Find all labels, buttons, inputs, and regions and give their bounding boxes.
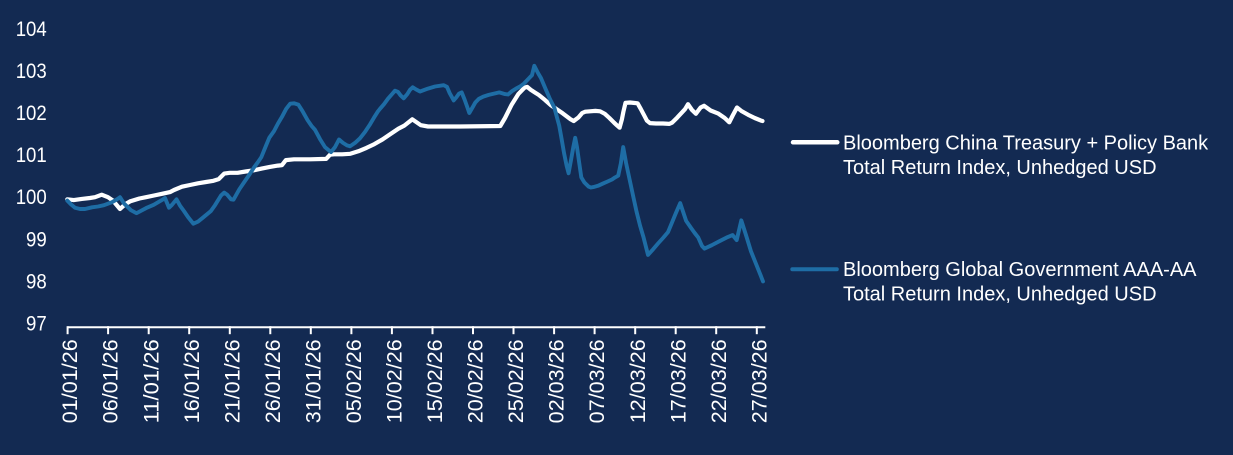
svg-text:27/03/26: 27/03/26 (747, 339, 771, 423)
svg-text:05/02/26: 05/02/26 (342, 339, 366, 423)
svg-text:102: 102 (16, 101, 47, 125)
svg-text:06/01/26: 06/01/26 (99, 339, 123, 423)
svg-text:25/02/26: 25/02/26 (504, 339, 528, 423)
svg-text:Bloomberg China Treasury + Pol: Bloomberg China Treasury + Policy Bank (843, 132, 1209, 154)
svg-text:07/03/26: 07/03/26 (585, 339, 609, 423)
svg-text:17/03/26: 17/03/26 (666, 339, 690, 423)
svg-text:99: 99 (26, 227, 47, 251)
svg-text:Bloomberg Global Government AA: Bloomberg Global Government AAA-AA (843, 259, 1197, 281)
svg-text:16/01/26: 16/01/26 (180, 339, 204, 423)
svg-text:11/01/26: 11/01/26 (139, 339, 163, 423)
svg-text:02/03/26: 02/03/26 (545, 339, 569, 423)
svg-text:10/02/26: 10/02/26 (383, 339, 407, 423)
svg-text:97: 97 (26, 312, 47, 336)
svg-text:20/02/26: 20/02/26 (464, 339, 488, 423)
svg-text:01/01/26: 01/01/26 (58, 339, 82, 423)
svg-text:101: 101 (16, 143, 47, 167)
svg-text:31/01/26: 31/01/26 (301, 339, 325, 423)
svg-text:26/01/26: 26/01/26 (261, 339, 285, 423)
svg-text:104: 104 (16, 17, 47, 41)
svg-text:Total Return Index, Unhedged U: Total Return Index, Unhedged USD (843, 157, 1157, 179)
svg-text:15/02/26: 15/02/26 (423, 339, 447, 423)
svg-text:103: 103 (16, 59, 47, 83)
svg-text:12/03/26: 12/03/26 (626, 339, 650, 423)
svg-text:21/01/26: 21/01/26 (220, 339, 244, 423)
svg-text:22/03/26: 22/03/26 (707, 339, 731, 423)
svg-text:100: 100 (16, 185, 47, 209)
svg-text:Total Return Index, Unhedged U: Total Return Index, Unhedged USD (843, 284, 1157, 306)
svg-text:98: 98 (26, 269, 47, 293)
